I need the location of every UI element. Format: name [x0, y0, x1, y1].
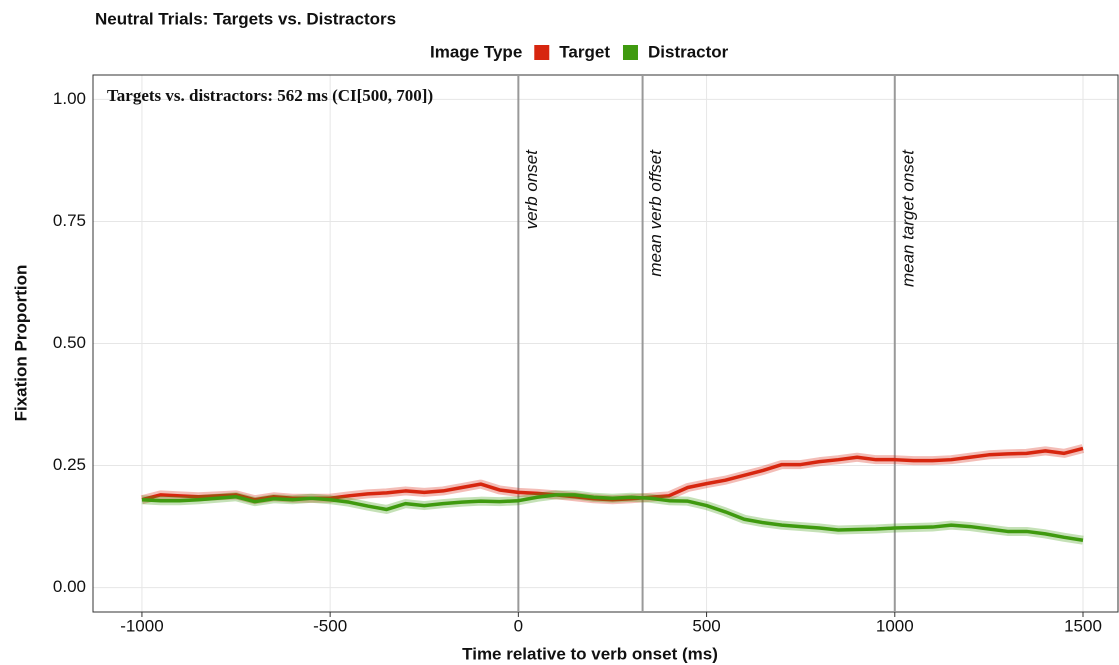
x-tick-label: 1000 — [876, 616, 914, 635]
legend-swatch — [622, 45, 638, 60]
annotation: Targets vs. distractors: 562 ms (CI[500,… — [107, 86, 433, 105]
x-axis-title: Time relative to verb onset (ms) — [462, 644, 718, 663]
x-tick-label: -1000 — [120, 616, 163, 635]
y-tick-label: 0.25 — [53, 455, 86, 474]
plot-border — [92, 74, 1119, 613]
reference-label: mean verb offset — [646, 149, 665, 277]
series-ribbon — [140, 444, 1085, 505]
x-tick-label: -500 — [313, 616, 347, 635]
y-tick-label: 0.75 — [53, 211, 86, 230]
reference-label: mean target onset — [898, 149, 917, 287]
series-line — [141, 493, 1084, 542]
chart-title: Neutral Trials: Targets vs. Distractors — [95, 9, 396, 28]
legend-title: Image Type — [430, 42, 522, 61]
y-tick-label: 0.50 — [53, 333, 86, 352]
reference-label: verb onset — [522, 149, 541, 230]
y-axis-title: Fixation Proportion — [11, 265, 30, 422]
y-tick-label: 1.00 — [53, 89, 86, 108]
series-ribbon — [141, 490, 1084, 545]
x-tick-label: 500 — [692, 616, 720, 635]
legend-swatch — [534, 45, 550, 60]
y-tick-label: 0.00 — [53, 577, 86, 596]
legend-label: Target — [559, 42, 610, 61]
x-tick-label: 0 — [514, 616, 523, 635]
legend-label: Distractor — [648, 42, 729, 61]
x-tick-label: 1500 — [1064, 616, 1102, 635]
